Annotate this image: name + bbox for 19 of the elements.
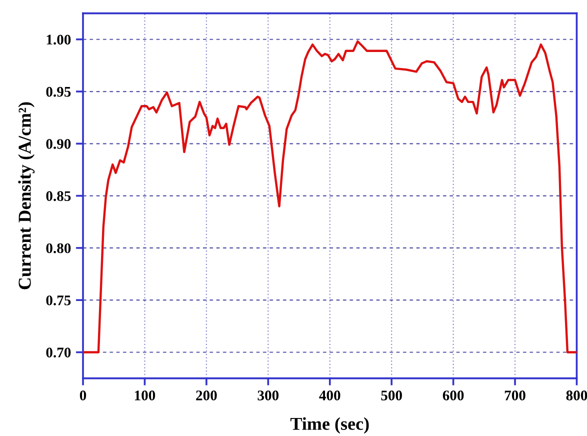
x-tick-label: 200 (196, 390, 217, 400)
x-tick-label: 700 (504, 390, 526, 400)
y-tick-label: 0.95 (46, 86, 71, 97)
x-axis-title: Time (sec) (290, 417, 369, 434)
x-tick-label: 100 (134, 390, 156, 400)
y-tick-label: 0.90 (46, 139, 71, 149)
x-tick-label: 0 (80, 390, 86, 400)
x-tick-label: 500 (381, 390, 402, 400)
y-axis-title: Current Density (A/cm²) (18, 102, 35, 290)
y-tick-label: 0.70 (46, 348, 71, 358)
x-tick-label: 600 (442, 390, 464, 400)
y-tick-label: 0.85 (46, 191, 71, 202)
x-tick-label: 400 (319, 390, 340, 400)
x-tick-label: 300 (258, 390, 279, 400)
x-tick-label: 800 (566, 390, 587, 400)
y-tick-label: 0.75 (46, 295, 71, 306)
y-tick-label: 0.80 (46, 243, 71, 254)
y-tick-label: 1.00 (46, 34, 71, 45)
line-series (83, 40, 577, 354)
